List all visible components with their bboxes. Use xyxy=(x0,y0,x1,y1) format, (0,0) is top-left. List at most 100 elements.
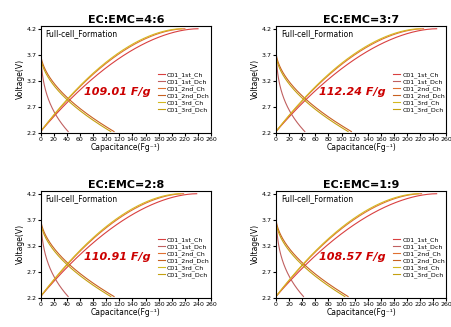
Y-axis label: Voltage(V): Voltage(V) xyxy=(251,224,260,265)
Line: C01_3rd_Ch: C01_3rd_Ch xyxy=(276,194,418,297)
C01_2nd_Dch xyxy=(273,215,279,219)
C01_1st_Ch xyxy=(273,295,279,299)
C01_3rd_Ch xyxy=(274,129,279,133)
C01_3rd_Dch xyxy=(331,288,337,292)
C01_3rd_Dch xyxy=(101,290,107,294)
C01_1st_Dch xyxy=(273,45,279,49)
C01_2nd_Dch xyxy=(319,111,325,114)
Title: EC:EMC=4:6: EC:EMC=4:6 xyxy=(87,15,164,26)
C01_1st_Dch xyxy=(273,210,279,214)
C01_1st_Dch xyxy=(38,192,43,196)
C01_1st_Dch xyxy=(38,210,43,214)
Title: EC:EMC=1:9: EC:EMC=1:9 xyxy=(323,181,400,190)
Line: C01_3rd_Dch: C01_3rd_Dch xyxy=(276,53,348,131)
Line: C01_1st_Ch: C01_1st_Ch xyxy=(276,29,437,131)
C01_3rd_Dch xyxy=(273,55,279,59)
C01_1st_Dch xyxy=(290,280,295,284)
C01_1st_Ch xyxy=(409,30,414,34)
C01_3rd_Ch xyxy=(178,192,183,196)
C01_3rd_Ch xyxy=(273,129,279,133)
C01_1st_Dch xyxy=(290,281,295,284)
C01_1st_Ch xyxy=(369,212,374,216)
C01_1st_Ch xyxy=(134,45,140,49)
C01_1st_Ch xyxy=(434,192,439,196)
C01_3rd_Dch xyxy=(273,221,279,225)
C01_2nd_Dch xyxy=(316,275,322,279)
Y-axis label: Voltage(V): Voltage(V) xyxy=(16,224,25,265)
C01_1st_Ch xyxy=(131,212,136,216)
C01_1st_Ch xyxy=(38,129,43,133)
Line: C01_1st_Ch: C01_1st_Ch xyxy=(41,194,197,297)
C01_2nd_Ch xyxy=(123,212,129,216)
C01_3rd_Dch xyxy=(79,275,85,279)
C01_3rd_Ch xyxy=(415,192,421,196)
C01_3rd_Ch xyxy=(38,129,43,133)
C01_3rd_Dch xyxy=(336,290,341,294)
Legend: C01_1st_Ch, C01_1st_Dch, C01_2nd_Ch, C01_2nd_Dch, C01_3rd_Ch, C01_3rd_Dch: C01_1st_Ch, C01_1st_Dch, C01_2nd_Ch, C01… xyxy=(157,237,210,278)
C01_3rd_Ch xyxy=(120,212,126,216)
C01_2nd_Dch xyxy=(81,110,87,113)
C01_1st_Dch xyxy=(65,295,71,299)
Line: C01_2nd_Ch: C01_2nd_Ch xyxy=(276,29,423,131)
C01_2nd_Dch xyxy=(83,111,88,115)
C01_1st_Ch xyxy=(38,294,44,298)
Y-axis label: Voltage(V): Voltage(V) xyxy=(16,59,25,99)
C01_2nd_Dch xyxy=(81,275,87,279)
Legend: C01_1st_Ch, C01_1st_Dch, C01_2nd_Ch, C01_2nd_Dch, C01_3rd_Ch, C01_3rd_Dch: C01_1st_Ch, C01_1st_Dch, C01_2nd_Ch, C01… xyxy=(393,237,445,278)
C01_1st_Dch xyxy=(61,125,66,129)
C01_2nd_Dch xyxy=(105,126,110,129)
Line: C01_2nd_Dch: C01_2nd_Dch xyxy=(276,217,348,297)
C01_3rd_Ch xyxy=(395,30,400,34)
C01_3rd_Dch xyxy=(38,53,43,57)
C01_2nd_Dch xyxy=(339,290,344,294)
C01_3rd_Ch xyxy=(402,193,408,197)
C01_2nd_Ch xyxy=(273,295,279,299)
C01_3rd_Dch xyxy=(81,112,86,115)
C01_2nd_Dch xyxy=(105,290,110,294)
C01_2nd_Ch xyxy=(407,28,412,32)
Line: C01_1st_Ch: C01_1st_Ch xyxy=(276,194,437,297)
C01_1st_Ch xyxy=(180,28,186,32)
C01_2nd_Ch xyxy=(181,192,186,196)
Line: C01_2nd_Ch: C01_2nd_Ch xyxy=(41,29,185,131)
C01_3rd_Dch xyxy=(97,288,102,292)
C01_3rd_Ch xyxy=(121,47,127,51)
C01_3rd_Ch xyxy=(156,196,161,199)
C01_2nd_Ch xyxy=(359,212,365,216)
C01_2nd_Ch xyxy=(419,192,424,196)
C01_1st_Ch xyxy=(130,212,136,216)
C01_2nd_Ch xyxy=(124,47,129,51)
C01_3rd_Dch xyxy=(316,110,322,114)
C01_2nd_Ch xyxy=(126,45,132,49)
C01_3rd_Dch xyxy=(38,56,44,60)
C01_1st_Dch xyxy=(296,289,302,293)
C01_1st_Dch xyxy=(63,292,68,296)
C01_2nd_Dch xyxy=(100,123,105,127)
Line: C01_3rd_Ch: C01_3rd_Ch xyxy=(41,29,182,131)
C01_1st_Ch xyxy=(372,211,377,215)
Line: C01_3rd_Dch: C01_3rd_Dch xyxy=(41,55,111,131)
C01_1st_Ch xyxy=(131,47,137,51)
C01_2nd_Ch xyxy=(398,30,403,34)
Text: Full-cell_Formation: Full-cell_Formation xyxy=(281,194,353,203)
C01_1st_Ch xyxy=(195,27,201,31)
C01_3rd_Dch xyxy=(101,126,107,129)
Line: C01_2nd_Dch: C01_2nd_Dch xyxy=(41,52,114,131)
Line: C01_2nd_Ch: C01_2nd_Ch xyxy=(276,194,422,297)
C01_1st_Ch xyxy=(179,193,185,197)
C01_3rd_Ch xyxy=(360,211,366,215)
C01_2nd_Ch xyxy=(38,295,43,299)
C01_2nd_Ch xyxy=(274,294,279,298)
C01_3rd_Dch xyxy=(315,276,321,280)
C01_3rd_Dch xyxy=(273,218,279,222)
C01_1st_Dch xyxy=(290,280,295,284)
C01_1st_Dch xyxy=(38,27,43,31)
C01_2nd_Ch xyxy=(125,211,131,215)
Line: C01_1st_Dch: C01_1st_Dch xyxy=(41,29,68,131)
C01_2nd_Ch xyxy=(273,129,279,133)
C01_3rd_Ch xyxy=(274,294,279,298)
C01_1st_Dch xyxy=(301,295,306,299)
C01_1st_Dch xyxy=(55,115,60,119)
Title: EC:EMC=3:7: EC:EMC=3:7 xyxy=(323,15,399,26)
C01_3rd_Dch xyxy=(81,276,86,280)
